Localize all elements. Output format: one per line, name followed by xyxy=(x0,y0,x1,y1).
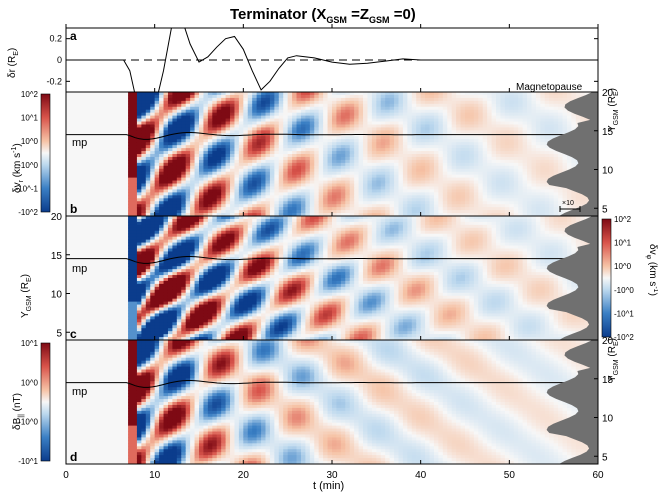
colorbar-tick: 10^0 xyxy=(614,262,632,271)
panel-d-mp-line xyxy=(66,380,585,388)
colorbar-tick: 10^2 xyxy=(21,90,39,99)
colorbar-c: 10^2 10^1 10^0 -10^0 -10^1 -10^2 δvφ (km s-1) xyxy=(601,215,658,342)
colorbar-tick: -10^0 xyxy=(614,286,634,295)
panel-d: d mp xyxy=(65,339,599,465)
magnetopause-label: Magnetopause xyxy=(516,82,583,93)
colorbar-b: 10^2 10^1 10^0 -10^0 -10^-1 -10^2 δvr (km s-1… xyxy=(11,90,51,217)
colorbar-tick: 10^1 xyxy=(614,239,632,248)
colorbar-tick: 10^1 xyxy=(21,339,39,348)
scale-marker: ×10 xyxy=(559,200,581,212)
colorbar-tick: -10^-1 xyxy=(16,184,39,193)
title-sub2: GSM xyxy=(369,15,390,25)
panel-d-sheath-region xyxy=(546,340,598,464)
ygsm-tick: 15 xyxy=(51,251,63,262)
panel-a-ytick: -0.2 xyxy=(46,76,62,86)
panel-d-mp-label: mp xyxy=(72,386,87,398)
ygsm-tick: 15 xyxy=(602,375,614,386)
x-tick-label: 50 xyxy=(504,470,516,481)
panel-a-ytick: 0 xyxy=(57,55,62,65)
title-sub1: GSM xyxy=(326,15,347,25)
x-tick-label: 40 xyxy=(415,470,427,481)
panel-c-label: c xyxy=(70,327,77,341)
colorbar-tick: 10^2 xyxy=(614,215,632,224)
heatmap-ticks: 20 15 10 5 20 15 10 5 20 15 10 5 xyxy=(51,88,614,463)
ygsm-tick: 20 xyxy=(51,212,63,223)
panel-d-ygsm-label: YGSM (RE) xyxy=(607,338,620,382)
panel-d-heatmap xyxy=(66,340,598,464)
panel-d-label: d xyxy=(70,450,77,464)
colorbar-b-label: δvr (km s-1) xyxy=(11,143,25,193)
colorbar-tick: -10^0 xyxy=(18,161,38,170)
x-tick-label: 30 xyxy=(326,470,338,481)
ygsm-tick: 20 xyxy=(602,88,614,99)
x-tick-label: 60 xyxy=(592,470,604,481)
panel-a-ytick: 0.2 xyxy=(49,34,62,44)
title-mid: =Z xyxy=(347,6,369,23)
ygsm-tick: 10 xyxy=(602,166,614,177)
colorbar-d: 10^1 10^0 -10^0 -10^1 δB|| (nT) xyxy=(12,339,51,466)
panel-c-mp-label: mp xyxy=(72,263,87,275)
x-tick-label: 0 xyxy=(63,470,69,481)
panel-b-sheath-region xyxy=(546,92,598,216)
panel-c-ygsm-label: YGSM (RE) xyxy=(20,274,33,318)
panel-c-mp-line xyxy=(66,256,585,264)
panel-b-ygsm-label: YGSM (RE) xyxy=(607,88,620,132)
colorbar-tick: 10^0 xyxy=(21,378,39,387)
x-axis-label: t (min) xyxy=(313,480,344,492)
panel-b-heatmap xyxy=(66,92,598,216)
colorbar-tick: -10^1 xyxy=(18,457,38,466)
panel-a: 0.2 0 -0.2 a Magnetopause δr (RE) xyxy=(7,27,599,93)
colorbar-tick: -10^2 xyxy=(614,333,634,342)
panel-b-mp-label: mp xyxy=(72,137,87,149)
scale-marker-label: ×10 xyxy=(562,200,574,207)
panel-b-mp-line xyxy=(66,132,585,140)
title-main: Terminator (X xyxy=(230,6,326,23)
svg-text:Terminator (XGSM =ZGSM =0): Terminator (XGSM =ZGSM =0) xyxy=(230,6,416,25)
dr-series-line xyxy=(66,28,598,92)
colorbar-tick: -10^0 xyxy=(18,418,38,427)
x-axis-ticks: 0 10 20 30 40 50 60 xyxy=(63,24,604,481)
panel-c: c mp xyxy=(65,215,599,341)
colorbar-c-label: δvφ (km s-1) xyxy=(645,244,658,296)
ygsm-tick: 20 xyxy=(602,336,614,347)
ygsm-tick: 5 xyxy=(602,204,608,215)
panel-a-ylabel: δr (RE) xyxy=(7,48,20,78)
panel-a-label: a xyxy=(70,29,77,43)
x-tick-label: 20 xyxy=(238,470,250,481)
ygsm-tick: 10 xyxy=(602,414,614,425)
ygsm-tick: 10 xyxy=(51,290,63,301)
panel-c-sheath-region xyxy=(546,216,598,340)
ygsm-tick: 15 xyxy=(602,127,614,138)
ygsm-tick: 5 xyxy=(56,328,62,339)
colorbar-tick: -10^2 xyxy=(18,208,38,217)
colorbar-tick: 10^0 xyxy=(21,137,39,146)
title-end: =0) xyxy=(390,6,416,23)
x-tick-label: 10 xyxy=(149,470,161,481)
panel-b: b mp xyxy=(65,91,599,217)
colorbar-tick: 10^1 xyxy=(21,114,39,123)
colorbar-tick: -10^1 xyxy=(614,309,634,318)
panel-b-label: b xyxy=(70,202,77,216)
colorbar-d-label: δB|| (nT) xyxy=(12,393,25,430)
panel-c-heatmap xyxy=(66,216,598,340)
figure-title: Terminator (XGSM =ZGSM =0) xyxy=(230,6,416,25)
ygsm-tick: 5 xyxy=(602,452,608,463)
